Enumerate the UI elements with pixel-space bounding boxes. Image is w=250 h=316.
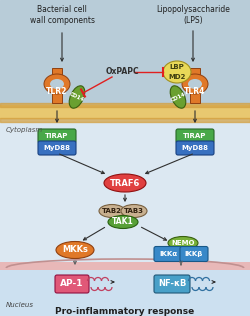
- Text: MKKs: MKKs: [62, 246, 88, 254]
- Ellipse shape: [104, 174, 146, 192]
- Bar: [0, 105, 250, 118]
- Text: Bacterial cell
wall components: Bacterial cell wall components: [30, 5, 94, 25]
- Text: TIRAP: TIRAP: [45, 133, 69, 139]
- Text: MD2: MD2: [168, 74, 186, 80]
- Bar: [0, 265, 250, 316]
- Text: OxPAPC: OxPAPC: [105, 68, 139, 76]
- Ellipse shape: [182, 74, 208, 94]
- Text: LBP: LBP: [170, 64, 184, 70]
- FancyBboxPatch shape: [55, 275, 89, 293]
- FancyBboxPatch shape: [38, 141, 76, 155]
- Text: CD14: CD14: [170, 91, 186, 103]
- Text: TAB2: TAB2: [102, 208, 122, 214]
- Text: IKKα: IKKα: [159, 251, 177, 257]
- Ellipse shape: [188, 79, 202, 89]
- Bar: [190, 68, 200, 103]
- Bar: [0, 262, 250, 270]
- Ellipse shape: [108, 216, 138, 228]
- Bar: [0, 0, 250, 105]
- Text: Cytoplasm: Cytoplasm: [6, 127, 43, 133]
- Text: TAK1: TAK1: [112, 217, 134, 227]
- Ellipse shape: [69, 86, 85, 108]
- Bar: [0, 118, 250, 122]
- Ellipse shape: [99, 204, 125, 217]
- Text: NEMO: NEMO: [171, 240, 195, 246]
- FancyBboxPatch shape: [176, 129, 214, 143]
- Text: CD14: CD14: [69, 91, 85, 103]
- Ellipse shape: [44, 74, 70, 94]
- FancyBboxPatch shape: [154, 246, 182, 262]
- Text: MyD88: MyD88: [44, 145, 70, 151]
- Text: NF-κB: NF-κB: [158, 279, 186, 289]
- Bar: [52, 68, 62, 103]
- Text: Nucleus: Nucleus: [6, 302, 34, 308]
- FancyBboxPatch shape: [180, 246, 208, 262]
- Text: TLR4: TLR4: [184, 87, 206, 95]
- Text: TIRAP: TIRAP: [183, 133, 207, 139]
- Text: TRAF6: TRAF6: [110, 179, 140, 187]
- FancyBboxPatch shape: [176, 141, 214, 155]
- FancyBboxPatch shape: [154, 275, 190, 293]
- Ellipse shape: [170, 86, 186, 108]
- Ellipse shape: [168, 236, 198, 250]
- Bar: [0, 105, 250, 316]
- Ellipse shape: [50, 79, 64, 89]
- Ellipse shape: [163, 61, 191, 83]
- Bar: [0, 103, 250, 107]
- Text: Pro-inflammatory response: Pro-inflammatory response: [56, 307, 194, 316]
- Text: TLR2: TLR2: [46, 87, 68, 95]
- Text: IKKβ: IKKβ: [185, 251, 203, 257]
- Text: MyD88: MyD88: [182, 145, 208, 151]
- FancyBboxPatch shape: [38, 129, 76, 143]
- Text: Lipopolysaccharide
(LPS): Lipopolysaccharide (LPS): [156, 5, 230, 25]
- Text: TAB3: TAB3: [124, 208, 144, 214]
- Ellipse shape: [121, 204, 147, 217]
- Text: AP-1: AP-1: [60, 279, 84, 289]
- Ellipse shape: [56, 241, 94, 258]
